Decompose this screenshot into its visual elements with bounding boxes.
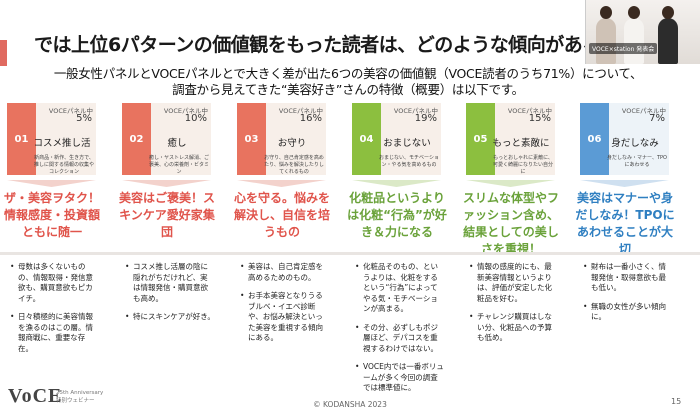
bullet-item: 母数は多くないものの、情報取得・発信意欲も、購買意欲もピカイチ。 [10,262,100,304]
card-number: 01 [7,103,36,175]
value-description: もっとおしゃれに素敵に、可愛く綺麗になりたい自分に [492,155,553,175]
value-card-1: 01 VOCEパネル中 5% コスメ推し活 新商品・新作、生き方で、推しに関する… [7,103,96,175]
presenter-3 [658,6,678,64]
anniversary-label: 25th Anniversary 特別ウェビナー [56,389,103,405]
panel-label: VOCEパネル中 [163,107,208,115]
value-card-3: 03 VOCEパネル中 16% お守り お守り、自己肯定感を高めたり、悩みを解決… [237,103,326,175]
bullet-item: VOCE内では一番ボリュームが多く今回の調査では標準値に。 [355,362,445,394]
bullet-item: コスメ推し活層の陰に隠れがちだけれど、実は情報発信・購買意欲も高め。 [125,262,215,304]
value-name: お守り [277,138,307,149]
bullet-item: 美容は、自己肯定感を高めるためのもの。 [240,262,330,283]
panel-percentage: 16% [299,113,322,124]
bullet-list-1: 母数は多くないものの、情報取得・発信意欲も、購買意欲もピカイチ。 日々積極的に美… [10,262,100,362]
presenter-video-thumbnail[interactable]: VOCE×station 発表会 [585,0,700,64]
bullet-list-3: 美容は、自己肯定感を高めるためのもの。 お手本美容となりうるブルベ・イエベ診断や… [240,262,330,352]
anniversary-line2: 特別ウェビナー [56,398,95,404]
panel-label: VOCEパネル中 [507,107,552,115]
bullet-list-2: コスメ推し活層の陰に隠れがちだけれど、実は情報発信・購買意欲も高め。 特にスキン… [125,262,215,331]
panel-percentage: 19% [414,113,437,124]
chevron-down-icon [466,180,555,187]
bullet-item: その分、必ずしもポジ層ほど、デパコスを重視するわけではない。 [355,323,445,355]
chevron-down-icon [7,180,96,187]
bullet-item: チャレンジ購買はしない分、化粧品への予算も低め。 [469,312,559,344]
bullet-item: 特にスキンケアが好き。 [125,312,215,323]
value-name: もっと素敵に [492,138,550,149]
value-name: おまじない [383,138,431,149]
video-label: VOCE×station 発表会 [589,43,658,54]
value-card-5: 05 VOCEパネル中 15% もっと素敵に もっとおしゃれに素敵に、可愛く綺麗… [466,103,555,175]
presenter-1 [596,6,616,64]
value-description: 新商品・新作、生き方で、推しに関する情報の収集やコレクション [33,155,94,175]
value-name: コスメ推し活 [33,138,91,149]
value-headline: 美容はご褒美！スキンケア愛好家集団 [118,191,215,239]
card-number: 03 [237,103,266,175]
value-headline: 化粧品というよりは化粧“行為”が好き＆力になる [347,191,447,239]
chevron-down-icon [122,180,211,187]
panel-percentage: 15% [528,113,551,124]
copyright: © KODANSHA 2023 [313,400,387,409]
panel-label: VOCEパネル中 [393,107,438,115]
title-accent-bar [0,40,7,66]
value-card-4: 04 VOCEパネル中 19% おまじない おまじない、モチベーション・やる気を… [352,103,441,175]
panel-label: VOCEパネル中 [48,107,93,115]
panel-percentage: 10% [184,113,207,124]
bullet-item: 日々積極的に美容情報を漁るのはこの層。情報商戦に、重要な存在。 [10,312,100,354]
value-headline: ザ・美容ヲタク！情報感度・投資額ともに随一 [3,191,100,239]
chevron-down-icon [237,180,326,187]
voce-logo: VoCE [8,385,63,407]
slide-subtitle-line2: 調査から見えてきた“美容好き”さんの特徴（概要）は以下です。 [172,82,524,97]
value-headline: 美容はマナーや身だしなみ！TPOにあわせることが大切 [575,191,675,256]
value-description: おまじない、モチベーション・やる気を高めるもの [379,155,439,168]
bullet-list-5: 情報の感度的にも、最新美容情報というよりは、評価が安定した化粧品を好む。 チャレ… [469,262,559,352]
slide-title: では上位6パターンの価値観をもった読者は、どのような傾向があるのか [34,34,638,56]
bullet-item: 財布は一番小さく、情報発信・取得意欲も最も低い。 [583,262,673,294]
value-headline: 心を守る。悩みを解決し、自信を培うもの [233,191,330,239]
bullet-list-4: 化粧品そのもの、というよりは、化粧をするという“行為”によってやる気・モチベーシ… [355,262,445,402]
panel-label: VOCEパネル中 [621,107,666,115]
value-name: 癒し [167,138,187,149]
card-number: 02 [122,103,151,175]
value-name: 身だしなみ [611,138,659,149]
value-description: 身だしなみ・マナー、TPOにあわせる [607,155,667,168]
panel-label: VOCEパネル中 [278,107,323,115]
value-description: お守り、自己肯定感を高めたり、悩みを解決したりしてくれるもの [264,155,324,175]
bullet-item: 情報の感度的にも、最新美容情報というよりは、評価が安定した化粧品を好む。 [469,262,559,304]
chevron-down-icon [352,180,441,187]
card-number: 05 [466,103,495,175]
panel-percentage: 7% [649,113,665,124]
panel-percentage: 5% [76,113,92,124]
anniversary-line1: 25th Anniversary [56,390,104,396]
value-card-6: 06 VOCEパネル中 7% 身だしなみ 身だしなみ・マナー、TPOにあわせる [580,103,669,175]
value-card-2: 02 VOCEパネル中 10% 癒し 癒し・ヤストレス解消、ご褒美、心の栄養剤・… [122,103,211,175]
slide-subtitle-line1: 一般女性パネルとVOCEパネルとで大きく差が出た6つの美容の価値観（VOCE読者… [53,66,643,81]
presenter-2 [624,6,644,64]
value-headline: スリムな体型やファッション含め、結果としての美しさを重視！ [462,191,559,256]
value-description: 癒し・ヤストレス解消、ご褒美、心の栄養剤・ビタミン [148,155,209,175]
bullet-list-6: 財布は一番小さく、情報発信・取得意欲も最も低い。 無職の女性が多い傾向に。 [583,262,673,331]
bullet-item: お手本美容となりうるブルベ・イエベ診断や、お悩み解決といった美容を重視する傾向に… [240,291,330,344]
bullet-item: 無職の女性が多い傾向に。 [583,302,673,323]
section-divider [0,252,700,255]
card-number: 06 [580,103,609,175]
bullet-item: 化粧品そのもの、というよりは、化粧をするという“行為”によってやる気・モチベーシ… [355,262,445,315]
chevron-down-icon [580,180,669,187]
card-number: 04 [352,103,381,175]
page-number: 15 [671,397,682,406]
